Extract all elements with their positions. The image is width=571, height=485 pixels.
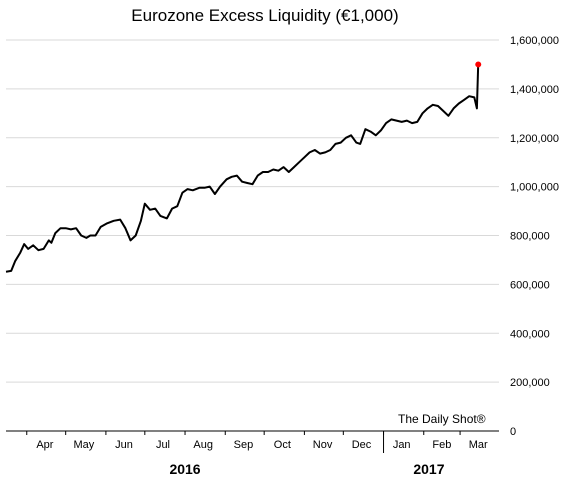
x-tick-label: Sep [234, 439, 254, 451]
x-tick-label: Mar [469, 439, 488, 451]
y-tick-label: 1,200,000 [510, 133, 559, 145]
y-axis-ticks: 0 200,000 400,000 600,000 800,000 1,000,000 1,… [510, 35, 559, 438]
gridlines [6, 39, 499, 432]
latest-value-marker [475, 61, 482, 68]
y-tick-label: 1,000,000 [510, 182, 559, 194]
x-tick-label: Dec [352, 439, 372, 451]
x-tick-label: May [73, 439, 94, 451]
x-tick-label: Aug [193, 439, 213, 451]
y-tick-label: 800,000 [510, 231, 550, 243]
chart-title: Eurozone Excess Liquidity (€1,000) [131, 6, 398, 25]
y-tick-label: 200,000 [510, 377, 550, 389]
y-tick-label: 600,000 [510, 279, 550, 291]
x-tick-label: Jul [156, 439, 170, 451]
x-tick-label: Jan [393, 439, 411, 451]
y-tick-label: 0 [510, 426, 516, 438]
watermark: The Daily Shot® [398, 412, 486, 426]
year-label: 2017 [413, 461, 444, 477]
x-tick-label: Jun [115, 439, 133, 451]
series-line [5, 64, 480, 273]
x-axis: Apr May Jun Jul Aug Sep Oct Nov Dec Jan Feb Mar 2016… [26, 431, 488, 477]
x-tick-label: Nov [313, 439, 333, 451]
y-tick-label: 1,600,000 [510, 35, 559, 47]
y-tick-label: 1,400,000 [510, 84, 559, 96]
x-tick-label: Oct [274, 439, 291, 451]
x-tick-label: Feb [432, 439, 451, 451]
year-label: 2016 [169, 461, 200, 477]
y-tick-label: 400,000 [510, 328, 550, 340]
x-tick-label: Apr [36, 439, 53, 451]
